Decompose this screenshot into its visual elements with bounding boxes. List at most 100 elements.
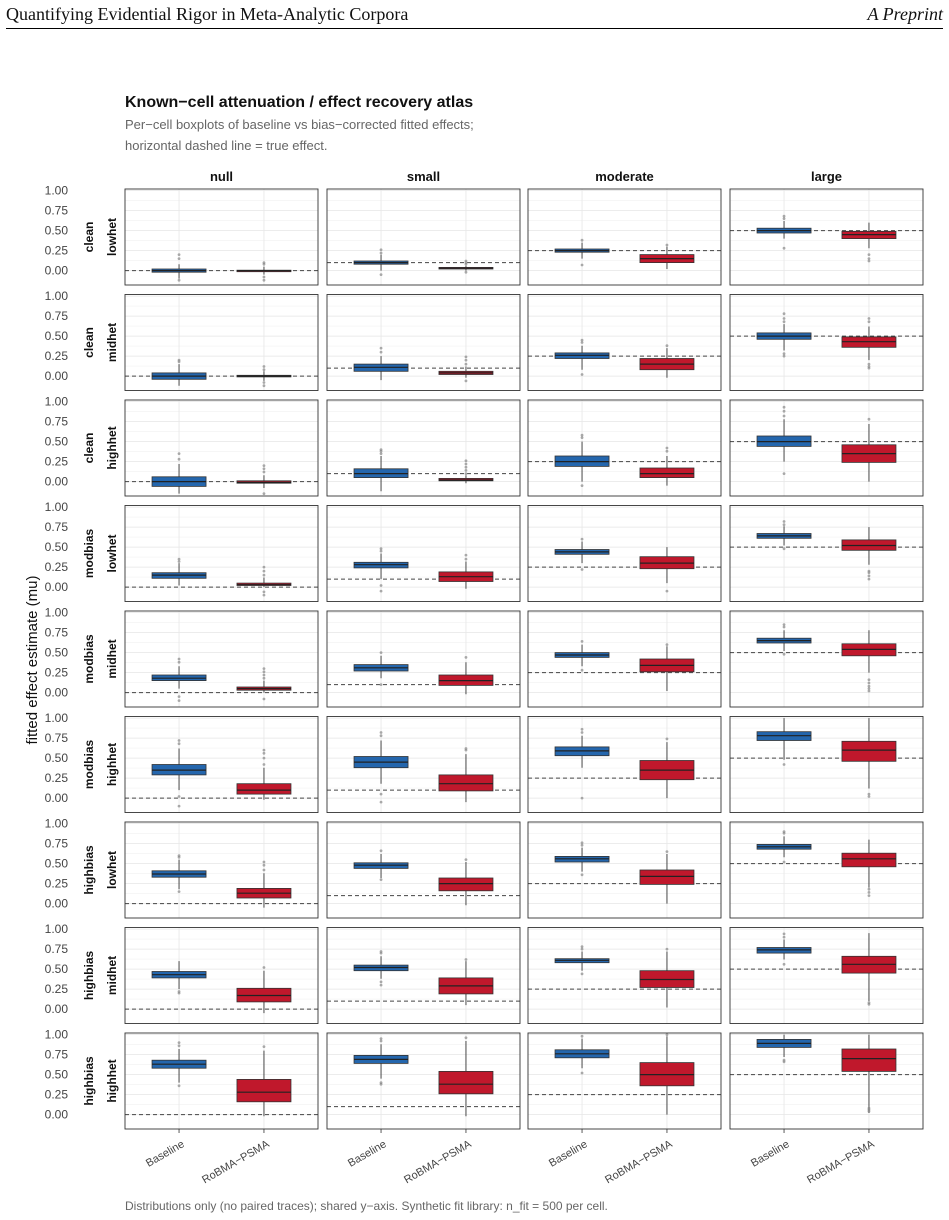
baseline-outlier (580, 843, 584, 847)
baseline-outlier (580, 873, 584, 877)
robma-outlier (867, 891, 871, 894)
baseline-outlier (580, 640, 584, 643)
y-tick-label: 0.25 (45, 349, 69, 363)
baseline-outlier (379, 800, 383, 804)
baseline-outlier (782, 962, 786, 966)
robma-outlier (867, 681, 871, 685)
panel-border (326, 294, 521, 391)
robma-outlier (665, 850, 669, 853)
y-tick-label: 1.00 (45, 1028, 69, 1042)
y-tick-label: 0.50 (45, 857, 69, 871)
y-tick-label: 0.00 (45, 1108, 69, 1122)
robma-outlier (867, 417, 871, 421)
robma-outlier (262, 756, 266, 760)
chart-subtitle-line-2: horizontal dashed line = true effect. (125, 138, 327, 153)
robma-outlier (262, 573, 266, 577)
robma-box (236, 783, 292, 795)
panel-background (730, 822, 923, 918)
y-tick-label: 0.50 (45, 751, 69, 765)
robma-outlier (464, 557, 468, 561)
baseline-outlier (782, 625, 786, 629)
robma-outlier (262, 670, 266, 674)
baseline-outlier (580, 1071, 584, 1075)
baseline-outlier (177, 990, 181, 993)
robma-outlier (262, 697, 266, 701)
robma-outlier (262, 748, 266, 752)
robma-outlier (867, 569, 871, 573)
baseline-outlier (379, 878, 383, 881)
robma-outlier (867, 894, 871, 897)
robma-outlier (867, 792, 871, 796)
baseline-outlier (580, 1034, 584, 1038)
robma-outlier (262, 470, 266, 474)
robma-outlier (464, 469, 468, 472)
panel-border (326, 399, 521, 497)
x-tick-label-robma: RoBMA−PSMA (200, 1138, 272, 1186)
panel-border (729, 505, 924, 602)
panel-border (729, 610, 924, 708)
baseline-outlier (379, 584, 383, 587)
panel-background (730, 505, 923, 602)
y-tick-label: 0.25 (45, 244, 69, 258)
x-tick-label-robma: RoBMA−PSMA (603, 1138, 675, 1186)
robma-outlier (464, 858, 468, 861)
row-strip-het-4: lowhet (105, 534, 119, 572)
robma-box (639, 467, 695, 479)
baseline-outlier (782, 547, 786, 551)
row-strip-bias-8: highbias (82, 951, 96, 1001)
y-tick-label: 1.00 (45, 711, 69, 725)
y-tick-label: 0.75 (45, 1048, 69, 1062)
running-head: Quantifying Evidential Rigor in Meta-Ana… (6, 0, 943, 29)
panel-border (729, 399, 924, 497)
running-head-label: A Preprint (867, 4, 944, 24)
y-tick-label: 0.75 (45, 520, 69, 534)
y-tick-label: 0.00 (45, 580, 69, 594)
y-tick-label: 0.25 (45, 771, 69, 785)
robma-box (438, 1071, 494, 1095)
baseline-outlier (782, 409, 786, 413)
baseline-outlier (580, 947, 584, 951)
panel-border (729, 188, 924, 286)
baseline-outlier (177, 257, 181, 260)
baseline-outlier (379, 346, 383, 350)
baseline-outlier (580, 668, 584, 672)
baseline-outlier (177, 1044, 181, 1048)
panel-border (124, 821, 319, 919)
y-tick-label: 0.25 (45, 1088, 69, 1102)
robma-outlier (262, 368, 266, 372)
baseline-outlier (177, 804, 181, 808)
baseline-outlier (580, 373, 584, 376)
robma-outlier (262, 365, 266, 368)
baseline-outlier (177, 695, 181, 698)
panel-border (527, 505, 722, 602)
robma-outlier (867, 577, 871, 581)
baseline-outlier (177, 358, 181, 362)
chart-subtitle-line-1: Per−cell boxplots of baseline vs bias−co… (125, 117, 474, 132)
panel-border (527, 188, 722, 286)
baseline-outlier (782, 320, 786, 324)
panel-border (326, 188, 521, 286)
robma-outlier (867, 574, 871, 578)
baseline-outlier (580, 436, 584, 439)
panel-border (124, 610, 319, 708)
y-tick-label: 0.75 (45, 309, 69, 323)
y-tick-label: 0.75 (45, 415, 69, 429)
row-strip-bias-3: clean (82, 433, 96, 464)
robma-outlier (464, 472, 468, 475)
robma-outlier (262, 569, 266, 573)
row-strip-het-8: midhet (105, 956, 119, 995)
x-tick-label-baseline: Baseline (144, 1138, 187, 1169)
robma-outlier (867, 684, 871, 688)
y-tick-label: 0.75 (45, 837, 69, 851)
robma-outlier (262, 261, 266, 264)
y-tick-label: 0.00 (45, 686, 69, 700)
baseline-outlier (177, 890, 181, 893)
panel-border (729, 927, 924, 1024)
baseline-outlier (379, 1037, 383, 1040)
robma-outlier (262, 384, 266, 388)
baseline-outlier (379, 950, 383, 953)
panel-border (527, 1032, 722, 1130)
baseline-outlier (379, 273, 383, 276)
baseline-outlier (177, 854, 181, 857)
robma-outlier (867, 687, 871, 690)
